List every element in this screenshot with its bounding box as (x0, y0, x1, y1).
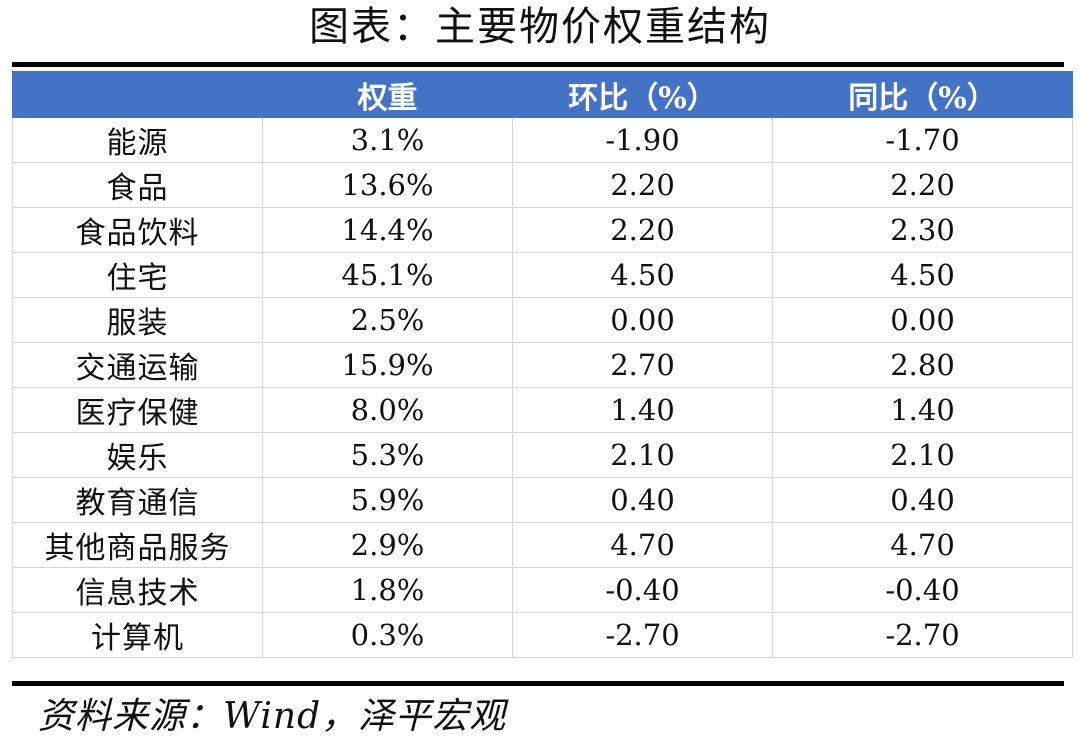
header-cell-category (12, 71, 263, 118)
yoy-cell: 2.20 (772, 162, 1073, 208)
table-row: 能源 3.1% -1.90 -1.70 (12, 117, 1073, 163)
row-label: 住宅 (12, 252, 263, 298)
table-row: 娱乐 5.3% 2.10 2.10 (12, 432, 1073, 478)
weight-table: 权重 环比（%） 同比（%） 能源 3.1% -1.90 -1.70 食品 13… (12, 71, 1073, 658)
row-label: 服装 (12, 297, 263, 343)
header-row: 权重 环比（%） 同比（%） (12, 71, 1073, 118)
table-row: 食品饮料 14.4% 2.20 2.30 (12, 207, 1073, 253)
table-row: 信息技术 1.8% -0.40 -0.40 (12, 567, 1073, 613)
weight-cell: 45.1% (262, 252, 513, 298)
table-row: 其他商品服务 2.9% 4.70 4.70 (12, 522, 1073, 568)
row-label: 交通运输 (12, 342, 263, 388)
mom-cell: 2.20 (512, 162, 773, 208)
row-label: 其他商品服务 (12, 522, 263, 568)
table-row: 住宅 45.1% 4.50 4.50 (12, 252, 1073, 298)
mom-cell: 0.00 (512, 297, 773, 343)
yoy-cell: 0.00 (772, 297, 1073, 343)
yoy-cell: -1.70 (772, 117, 1073, 163)
header-cell-yoy: 同比（%） (772, 71, 1073, 118)
weight-cell: 8.0% (262, 387, 513, 433)
header-cell-mom: 环比（%） (512, 71, 773, 118)
source-note: 资料来源：Wind，泽平宏观 (38, 696, 507, 737)
weight-cell: 15.9% (262, 342, 513, 388)
mom-cell: 2.20 (512, 207, 773, 253)
row-label: 医疗保健 (12, 387, 263, 433)
top-rule (12, 62, 1064, 67)
yoy-cell: 2.80 (772, 342, 1073, 388)
mom-cell: -2.70 (512, 612, 773, 658)
mom-cell: 1.40 (512, 387, 773, 433)
mom-cell: 0.40 (512, 477, 773, 523)
yoy-cell: 1.40 (772, 387, 1073, 433)
yoy-cell: 0.40 (772, 477, 1073, 523)
mom-cell: -1.90 (512, 117, 773, 163)
table-row: 交通运输 15.9% 2.70 2.80 (12, 342, 1073, 388)
row-label: 计算机 (12, 612, 263, 658)
table-row: 医疗保健 8.0% 1.40 1.40 (12, 387, 1073, 433)
mom-cell: 2.70 (512, 342, 773, 388)
yoy-cell: 4.50 (772, 252, 1073, 298)
mom-cell: 4.70 (512, 522, 773, 568)
table-row: 教育通信 5.9% 0.40 0.40 (12, 477, 1073, 523)
table-row: 计算机 0.3% -2.70 -2.70 (12, 612, 1073, 658)
weight-cell: 2.9% (262, 522, 513, 568)
yoy-cell: 4.70 (772, 522, 1073, 568)
weight-cell: 13.6% (262, 162, 513, 208)
weight-cell: 14.4% (262, 207, 513, 253)
row-label: 教育通信 (12, 477, 263, 523)
yoy-cell: -2.70 (772, 612, 1073, 658)
mom-cell: 4.50 (512, 252, 773, 298)
header-cell-weight: 权重 (262, 71, 513, 118)
weight-cell: 3.1% (262, 117, 513, 163)
weight-cell: 5.9% (262, 477, 513, 523)
weight-cell: 2.5% (262, 297, 513, 343)
table-row: 服装 2.5% 0.00 0.00 (12, 297, 1073, 343)
mom-cell: -0.40 (512, 567, 773, 613)
mom-cell: 2.10 (512, 432, 773, 478)
weight-cell: 0.3% (262, 612, 513, 658)
yoy-cell: -0.40 (772, 567, 1073, 613)
row-label: 娱乐 (12, 432, 263, 478)
weight-cell: 1.8% (262, 567, 513, 613)
page-title: 图表：主要物价权重结构 (309, 4, 771, 50)
row-label: 能源 (12, 117, 263, 163)
weight-cell: 5.3% (262, 432, 513, 478)
row-label: 食品 (12, 162, 263, 208)
table-row: 食品 13.6% 2.20 2.20 (12, 162, 1073, 208)
yoy-cell: 2.10 (772, 432, 1073, 478)
bottom-rule (12, 681, 1064, 686)
row-label: 食品饮料 (12, 207, 263, 253)
row-label: 信息技术 (12, 567, 263, 613)
yoy-cell: 2.30 (772, 207, 1073, 253)
